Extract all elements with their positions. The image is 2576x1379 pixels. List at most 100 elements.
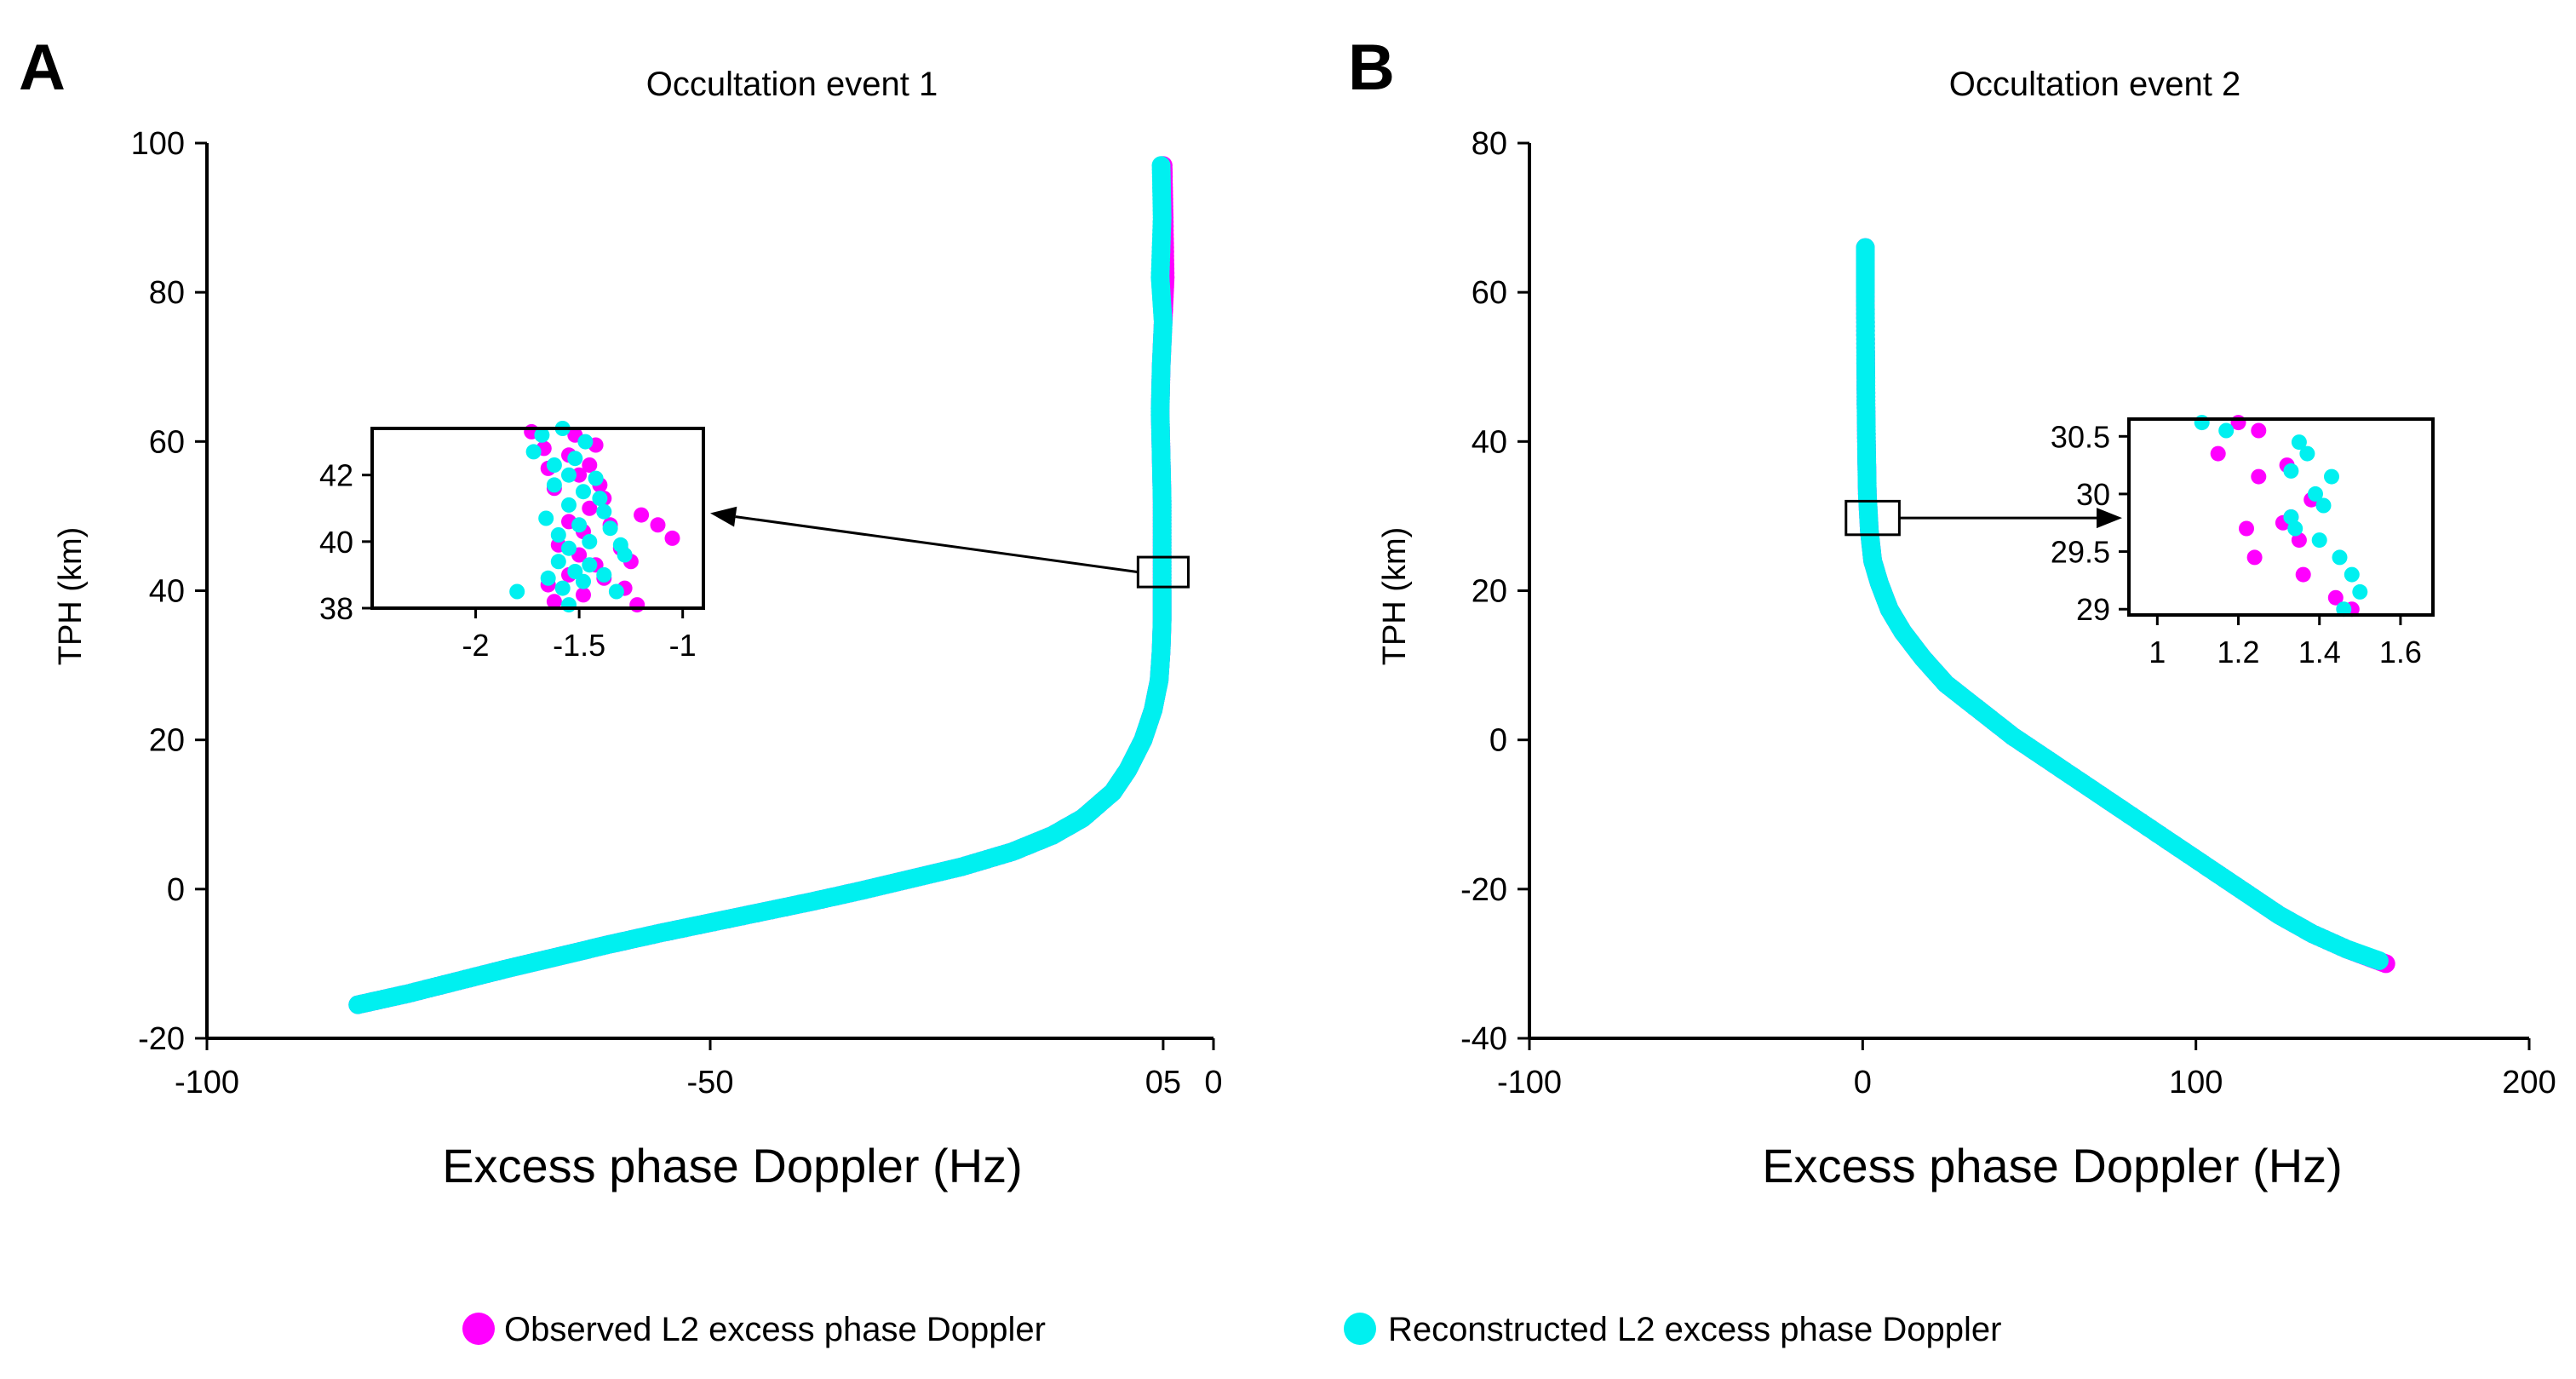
panel-a-inset-point-reconstructed [608,583,624,600]
panel-a-inset-point-reconstructed [534,427,550,443]
panel-a-inset-x-tick-label: -1 [669,628,697,663]
panel-b-letter: B [1348,32,1395,104]
legend-swatch-reconstructed [1344,1313,1376,1345]
panel-b-inset-x-tick-label: 1 [2149,635,2166,669]
panel-a-inset-y-tick-label: 42 [319,458,353,493]
panel-b-inset-point-observed [2251,422,2267,439]
panel-a-y-tick-label: 80 [149,275,185,311]
panel-a-chart: A Occultation event 1 TPH (km) Excess ph… [19,32,1223,1192]
panel-b-y-tick-label: 80 [1472,126,1507,162]
panel-a-x-tick-label: 0 [1204,1065,1222,1100]
panel-b-inset-point-reconstructed [2283,509,2299,525]
panel-a-inset-point-observed [664,530,680,546]
panel-a-y-tick-label: 60 [149,424,185,460]
panel-a-inset-point-reconstructed [596,503,612,520]
legend-label-reconstructed: Reconstructed L2 excess phase Doppler [1388,1311,2001,1348]
legend-label-observed: Observed L2 excess phase Doppler [504,1311,1046,1348]
panel-a-inset-point-observed [546,594,562,610]
panel-a-inset-border [370,427,705,610]
panel-a-inset-point-reconstructed [561,540,577,556]
panel-a-inset-point-reconstructed [602,520,618,537]
legend: Observed L2 excess phase Doppler Reconst… [462,1311,2001,1348]
panel-a-callout-arrow [735,515,1139,574]
panel-a-inset-point-observed [634,507,650,523]
panel-b-inset-point-reconstructed [2299,445,2315,462]
panel-b-inset-point-reconstructed [2311,532,2327,549]
panel-a-inset-point-reconstructed [509,583,525,600]
panel-a-inset-point-reconstructed [596,566,612,583]
panel-a-inset-point-reconstructed [576,484,591,500]
panel-b-inset-point-reconstructed [2218,422,2235,439]
panel-b-y-tick-label: 0 [1489,723,1507,759]
panel-b-inset-point-reconstructed [2283,463,2299,479]
panel-a-inset-point-reconstructed [592,491,608,507]
panel-b-inset-point-observed [2327,589,2344,606]
panel-a-inset-point-reconstructed [561,497,577,513]
panel-b-inset-point-observed [2246,549,2263,566]
panel-a-inset-point-reconstructed [561,467,577,483]
panel-b-inset-y-tick-label: 29 [2076,592,2110,627]
panel-a-x-tick-label: -50 [687,1065,734,1100]
panel-b-y-axis-title: TPH (km) [1377,527,1413,666]
panel-a-inset-point-reconstructed [538,510,554,526]
panel-b-title: Occultation event 2 [1949,66,2240,103]
panel-a-title: Occultation event 1 [646,66,938,103]
panel-a-inset-point-observed [582,500,598,516]
panel-a-inset-chart: -2 -1.5 -1 38 40 42 [319,421,705,663]
panel-a-y-tick-label: 40 [149,574,185,610]
panel-a-inset-y-tick-label: 38 [319,591,353,626]
panel-b-x-tick-label: 200 [2502,1065,2556,1100]
panel-b-inset-point-observed [2295,566,2311,583]
panel-a-inset-point-observed [650,517,666,533]
panel-a-inset-point-reconstructed [550,554,566,570]
panel-b-inset-border [2127,417,2435,617]
panel-b-inset-point-observed [2210,445,2226,462]
panel-b-inset-point-observed [2291,532,2307,549]
panel-a-x-axis-title: Excess phase Doppler (Hz) [442,1139,1023,1192]
panel-b-data-points [1856,238,2395,974]
panel-b-chart: B Occultation event 2 TPH (km) Excess ph… [1348,32,2556,1192]
panel-a-y-axis-title: TPH (km) [53,527,89,666]
panel-b-y-tick-label: 60 [1472,275,1507,311]
panel-a-inset-point-reconstructed [567,451,583,467]
legend-swatch-observed [462,1313,495,1345]
panel-b-y-tick-label: 40 [1472,424,1507,460]
panel-a-x-tick-label: 05 [1145,1065,1181,1100]
panel-b-x-tick-label: -100 [1497,1065,1562,1100]
panel-a-y-tick-label: 20 [149,723,185,759]
panel-b-inset-point-reconstructed [2344,566,2360,583]
panel-b-inset-point-observed [2251,468,2267,485]
panel-b-inset-point-reconstructed [2291,434,2307,451]
panel-a-inset-point-reconstructed [554,580,571,596]
panel-b-inset-y-tick-label: 30 [2076,477,2110,512]
panel-b-x-tick-label: 100 [2169,1065,2223,1100]
panel-b-x-tick-label: 0 [1854,1065,1872,1100]
panel-a-inset-point-reconstructed [540,570,556,586]
panel-a-inset-point-reconstructed [550,527,566,543]
panel-b-inset-point-reconstructed [2324,468,2339,485]
panel-b-inset-point-reconstructed [2332,549,2348,566]
panel-b-inset-point-reconstructed [2194,415,2210,431]
panel-b-y-tick-label: -20 [1460,872,1507,908]
panel-a-inset-point-observed [582,457,598,473]
legend-item-observed: Observed L2 excess phase Doppler [462,1311,1046,1348]
panel-a-inset-x-tick-label: -1.5 [553,628,605,663]
panel-b-x-axis-title: Excess phase Doppler (Hz) [1762,1139,2343,1192]
panel-b-inset-point-observed [2239,520,2254,537]
panel-b-y-tick-label: 20 [1472,574,1507,610]
panel-a-point-reconstructed [1151,156,1171,175]
panel-a-inset-point-reconstructed [576,573,591,589]
panel-a-inset-point-reconstructed [582,557,598,573]
panel-b-inset-point-reconstructed [2287,520,2303,537]
panel-b-inset-point-reconstructed [2336,601,2352,618]
panel-b-inset-x-tick-label: 1.6 [2379,635,2422,669]
panel-a-letter: A [19,32,66,104]
panel-b-inset-x-tick-label: 1.4 [2298,635,2341,669]
panel-a-inset-x-tick-label: -2 [462,628,490,663]
panel-b-y-tick-label: -40 [1460,1021,1507,1057]
panel-b-inset-y-tick-label: 30.5 [2051,419,2110,454]
panel-a-inset-point-reconstructed [525,444,542,460]
panel-a-arrowhead [710,506,737,527]
panel-a-inset-y-tick-label: 40 [319,525,353,560]
